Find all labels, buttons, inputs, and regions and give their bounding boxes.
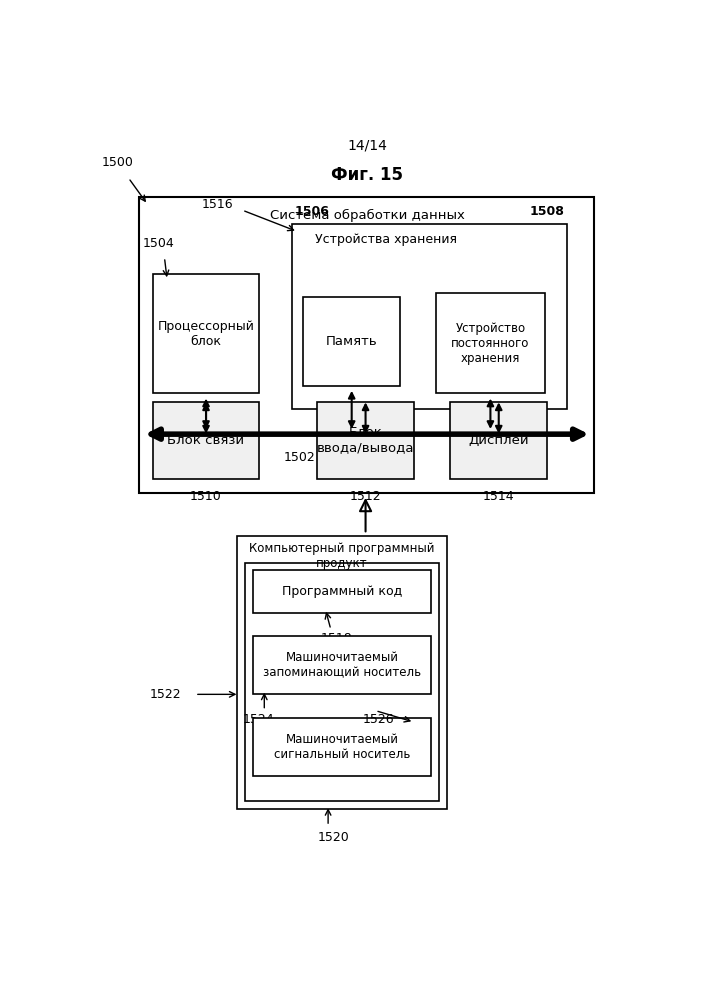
Bar [153, 274, 258, 393]
Text: Блок связи: Блок связи [168, 434, 245, 447]
Text: 1516: 1516 [202, 198, 233, 211]
Text: 1518: 1518 [321, 632, 352, 645]
Bar [253, 570, 431, 613]
Text: Машиночитаемые носители: Машиночитаемые носители [255, 569, 430, 582]
Text: Машиночитаемый
запоминающий носитель: Машиночитаемый запоминающий носитель [263, 651, 421, 679]
Bar [153, 402, 258, 479]
Text: 1526: 1526 [362, 713, 394, 726]
Text: Процессорный
блок: Процессорный блок [158, 320, 254, 348]
Bar [317, 402, 414, 479]
Text: 1502: 1502 [284, 451, 316, 464]
Text: Компьютерный программный
продукт: Компьютерный программный продукт [249, 542, 435, 570]
Text: 14/14: 14/14 [347, 138, 387, 152]
Text: Фиг. 15: Фиг. 15 [331, 166, 403, 184]
Text: 1520: 1520 [318, 831, 349, 844]
Bar [140, 197, 594, 493]
Text: Блок
ввода/вывода: Блок ввода/вывода [316, 426, 415, 454]
Text: Устройство
постоянного
хранения: Устройство постоянного хранения [451, 322, 530, 365]
Bar [436, 293, 545, 393]
Bar [450, 402, 547, 479]
Text: Система обработки данных: Система обработки данных [269, 209, 465, 222]
Text: 1506: 1506 [295, 205, 329, 218]
Text: 1510: 1510 [190, 490, 222, 503]
Text: Программный код: Программный код [282, 585, 402, 598]
Text: Память: Память [326, 335, 377, 348]
Bar [253, 718, 431, 776]
Bar [292, 224, 567, 409]
Text: 1508: 1508 [529, 205, 564, 218]
Text: Устройства хранения: Устройства хранения [315, 233, 458, 246]
Text: 1504: 1504 [143, 237, 175, 250]
Text: 1514: 1514 [483, 490, 515, 503]
Bar [253, 636, 431, 694]
Text: 1522: 1522 [150, 688, 181, 701]
Text: 1500: 1500 [101, 156, 133, 169]
Text: 1524: 1524 [243, 713, 274, 726]
Text: Дисплей: Дисплей [468, 434, 529, 447]
Bar [303, 297, 400, 386]
Bar [245, 563, 439, 801]
Text: Машиночитаемый
сигнальный носитель: Машиночитаемый сигнальный носитель [274, 733, 410, 761]
Bar [236, 536, 448, 809]
Text: 1512: 1512 [349, 490, 382, 503]
